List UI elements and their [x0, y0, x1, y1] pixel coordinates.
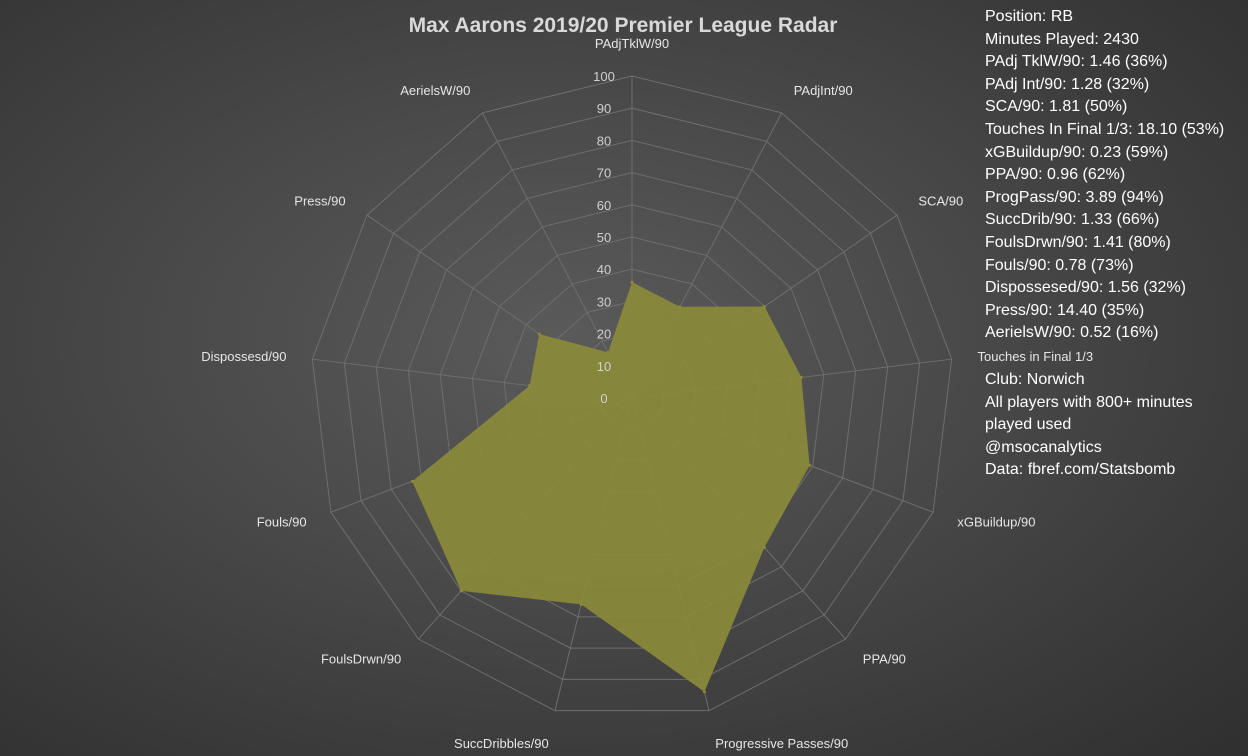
axis-label: SuccDribbles/90 [454, 736, 549, 751]
radar-data-point [763, 305, 766, 309]
footer-author: @msocanalytics [985, 438, 1102, 456]
info-position: Position: RB [985, 8, 1074, 25]
radar-data-point [799, 375, 803, 379]
grid-spoke [481, 112, 633, 399]
info-xgbuildup: xGBuildup/90: 0.23 (59%) [985, 143, 1169, 161]
scale-tick-label: 90 [597, 101, 611, 116]
source-notes-panel: Club: Norwich All players with 800+ minu… [985, 369, 1240, 482]
info-minutes: Minutes Played: 2430 [985, 30, 1139, 48]
axis-label: SCA/90 [918, 193, 963, 208]
info-padj-tklw: PAdj TklW/90: 1.46 (36%) [985, 53, 1168, 71]
radar-data-point [537, 332, 541, 336]
info-dispossessed: Dispossesed/90: 1.56 (32%) [985, 279, 1186, 297]
axis-label: PAdjInt/90 [794, 83, 853, 98]
radar-data-point [808, 463, 812, 467]
radar-data-point [702, 690, 706, 694]
info-progpass: ProgPass/90: 3.89 (94%) [985, 188, 1164, 206]
info-foulsdrwn: FoulsDrwn/90: 1.41 (80%) [985, 233, 1171, 251]
radar-data-point [410, 479, 414, 483]
scale-tick-label: 50 [597, 230, 611, 245]
radar-data-area [412, 282, 810, 692]
radar-data-point [579, 602, 583, 606]
radar-data-point [678, 305, 682, 309]
chart-title: Max Aarons 2019/20 Premier League Radar [408, 14, 838, 37]
scale-tick-label: 10 [597, 359, 611, 374]
scale-tick-label: 20 [597, 327, 611, 342]
axis-label: Touches in Final 1/3 [978, 349, 1094, 364]
radar-data-point [606, 350, 610, 354]
info-sca: SCA/90: 1.81 (50%) [985, 98, 1128, 116]
radar-data-point [630, 280, 634, 284]
scale-tick-label: 60 [597, 198, 611, 213]
scale-tick-label: 70 [597, 166, 611, 181]
axis-label: Fouls/90 [257, 514, 307, 529]
player-stats-panel: Position: RB Minutes Played: 2430 PAdj T… [985, 6, 1224, 345]
info-succdrib: SuccDrib/90: 1.33 (66%) [985, 211, 1160, 229]
info-aerielsw: AerielsW/90: 0.52 (16%) [985, 324, 1159, 342]
axis-label: FoulsDrwn/90 [321, 652, 401, 667]
scale-tick-label: 100 [593, 69, 615, 84]
info-padj-int: PAdj Int/90: 1.28 (32%) [985, 75, 1150, 93]
radar-data-point [762, 545, 766, 549]
footer-sample: All players with 800+ minutes played use… [985, 393, 1193, 434]
radar-data-point [459, 589, 463, 593]
info-fouls: Fouls/90: 0.78 (73%) [985, 256, 1134, 274]
scale-tick-label: 30 [597, 294, 611, 309]
axis-label: Dispossesd/90 [201, 349, 286, 364]
radar-data-point [528, 384, 532, 388]
scale-tick-label: 40 [597, 262, 611, 277]
grid-ring [343, 107, 921, 680]
info-press: Press/90: 14.40 (35%) [985, 301, 1145, 319]
info-ppa: PPA/90: 0.96 (62%) [985, 166, 1126, 184]
grid-ring [375, 139, 889, 649]
axis-label: PPA/90 [863, 652, 906, 667]
axis-label: Press/90 [294, 193, 345, 208]
scale-tick-label: 80 [597, 133, 611, 148]
axis-label: Progressive Passes/90 [715, 736, 848, 751]
axis-label: PAdjTklW/90 [595, 36, 669, 51]
footer-source: Data: fbref.com/Statsbomb [985, 461, 1176, 479]
axis-label: AerielsW/90 [400, 83, 470, 98]
axis-label: xGBuildup/90 [957, 514, 1035, 529]
footer-club: Club: Norwich [985, 371, 1085, 388]
scale-tick-label: 0 [600, 391, 607, 406]
grid-ring [311, 75, 953, 712]
info-touches-final-third: Touches In Final 1/3: 18.10 (53%) [985, 120, 1225, 138]
